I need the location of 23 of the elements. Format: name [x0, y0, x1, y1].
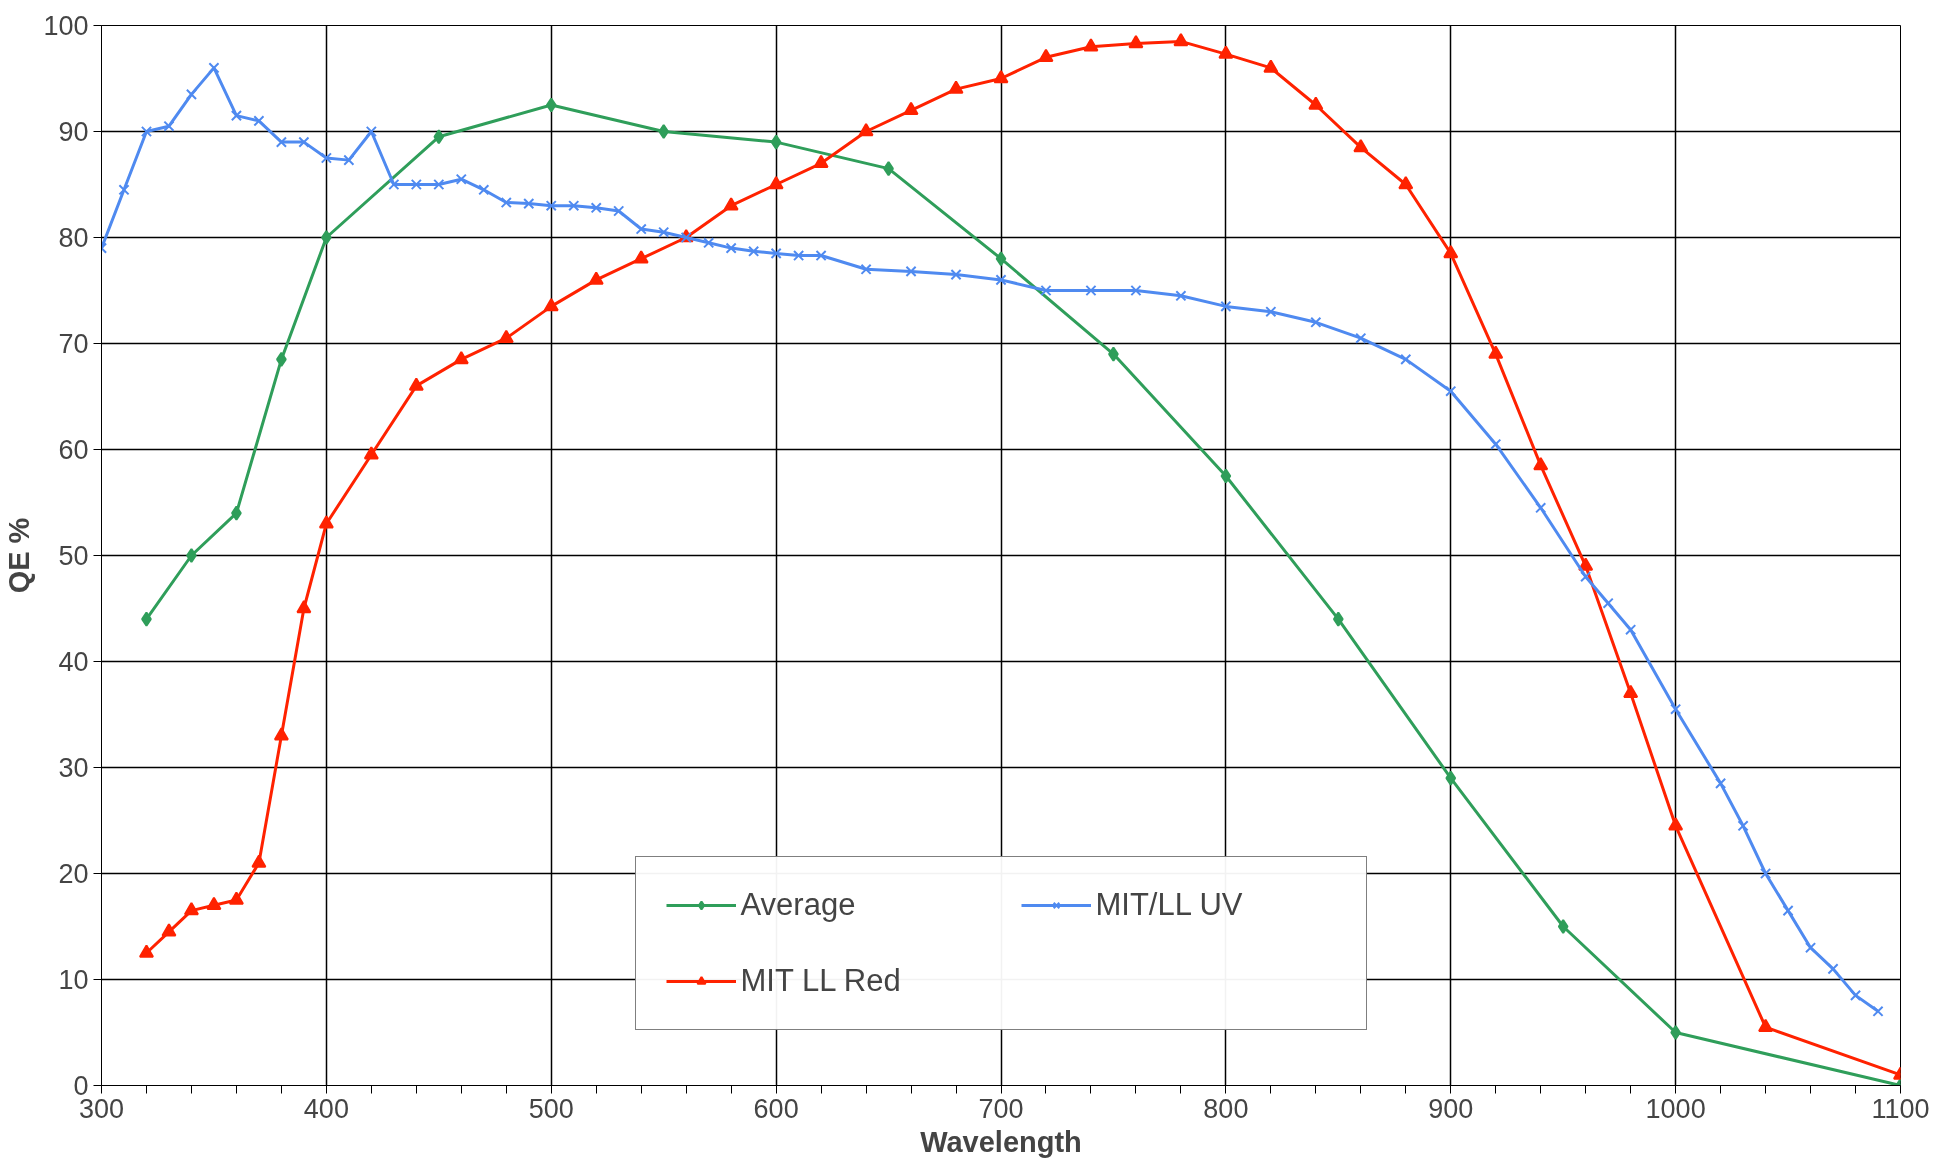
- y-tick-label: 90: [58, 117, 89, 147]
- y-tick-label: 40: [58, 647, 89, 677]
- x-tick-label: 900: [1428, 1093, 1474, 1124]
- y-tick-label: 80: [58, 223, 89, 253]
- y-tick-label: 50: [58, 541, 89, 571]
- x-tick-label: 1100: [1871, 1093, 1930, 1124]
- y-tick-label: 20: [58, 859, 89, 889]
- legend-label: MIT/LL UV: [1095, 887, 1244, 923]
- x-tick-label: 700: [978, 1093, 1024, 1124]
- y-tick-label: 60: [58, 435, 89, 465]
- y-axis-title: QE %: [3, 517, 36, 594]
- x-tick-label: 800: [1203, 1093, 1249, 1124]
- legend-label: MIT LL Red: [740, 963, 902, 999]
- x-axis-title: Wavelength: [920, 1125, 1082, 1158]
- y-tick-label: 30: [58, 753, 89, 783]
- y-tick-label: 10: [58, 965, 89, 995]
- x-tick-label: 1000: [1645, 1093, 1706, 1124]
- y-tick-label: 70: [58, 329, 89, 359]
- y-tick-label: 100: [43, 11, 89, 41]
- x-tick-label: 600: [753, 1093, 799, 1124]
- legend-label: Average: [740, 887, 857, 923]
- x-tick-label: 400: [303, 1093, 349, 1124]
- x-tick-label: 500: [528, 1093, 574, 1124]
